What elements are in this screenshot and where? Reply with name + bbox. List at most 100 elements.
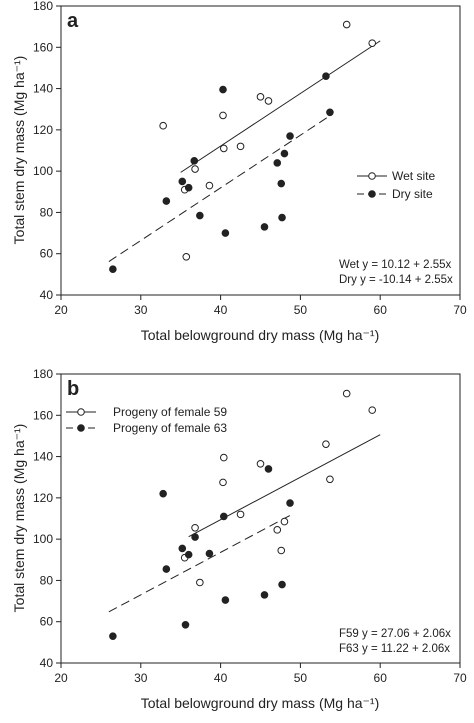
data-point-open — [342, 20, 351, 29]
legend-label-f59: Progeny of female 59 — [113, 405, 227, 419]
data-point-filled — [196, 211, 204, 220]
y-axis-title: Total stem dry mass (Mg ha⁻¹) — [11, 56, 27, 245]
data-point-open — [236, 510, 245, 519]
y-tick-label: 40 — [40, 288, 54, 302]
legend: Wet site Dry site — [357, 169, 435, 201]
data-point-filled — [273, 159, 282, 167]
legend-label-dry: Dry site — [392, 187, 433, 201]
data-point-open — [342, 389, 351, 398]
equation-wet: Wet y = 10.12 + 2.55x — [339, 259, 452, 271]
x-tick-label: 40 — [214, 671, 228, 685]
data-point-filled — [286, 132, 294, 140]
x-tick-label: 30 — [134, 303, 148, 317]
fit-lines — [108, 40, 381, 262]
data-point-filled — [278, 213, 286, 222]
x-tick-label: 60 — [374, 671, 388, 685]
y-tick-label: 180 — [33, 0, 53, 13]
data-point-open — [159, 121, 167, 130]
fit-line-2 — [108, 113, 333, 262]
plot-frame — [60, 5, 461, 296]
data-point-filled — [184, 183, 193, 192]
legend-label-f63: Progeny of female 63 — [113, 421, 227, 435]
y-tick-label: 160 — [33, 408, 53, 422]
x-tick-label: 20 — [54, 671, 68, 685]
data-point-filled — [205, 549, 214, 558]
data-point-open — [368, 39, 377, 47]
data-point-filled — [286, 499, 294, 507]
data-point-open — [326, 475, 334, 484]
x-tick-label: 70 — [453, 303, 467, 317]
data-point-filled — [191, 533, 199, 541]
equation-f59: F59 y = 27.06 + 2.06x — [339, 628, 451, 640]
data-point-open — [182, 253, 191, 261]
data-point-open — [277, 546, 286, 555]
equation-f63: F63 y = 11.22 + 2.06x — [339, 643, 450, 655]
panel-a: 20 30 40 50 60 70 40 60 80 100 120 140 160 180 a Tota… — [11, 0, 467, 343]
legend-marker-wet — [368, 172, 376, 180]
data-point-open — [191, 165, 199, 173]
data-point-filled — [322, 72, 330, 80]
data-point-filled — [159, 489, 167, 498]
data-point-open — [256, 93, 265, 101]
data-point-open — [322, 440, 330, 448]
x-tick-label: 50 — [294, 303, 308, 317]
data-point-filled — [181, 621, 190, 629]
x-axis-title: Total belowground dry mass (Mg ha⁻¹) — [141, 695, 380, 711]
y-tick-label: 60 — [40, 615, 54, 629]
y-tick-label: 120 — [33, 123, 53, 137]
data-point-filled — [278, 580, 286, 589]
x-tick-label: 30 — [134, 671, 148, 685]
data-point-filled — [178, 177, 187, 186]
data-point-filled — [109, 265, 117, 273]
y-tick-label: 40 — [40, 656, 54, 670]
axis-ticks: 20 30 40 50 60 70 40 60 80 100 120 140 160 180 — [33, 0, 467, 317]
data-point-filled — [219, 85, 227, 94]
data-point-open — [196, 578, 204, 587]
y-tick-label: 80 — [40, 573, 54, 587]
fit-line-2 — [108, 513, 293, 613]
data-point-filled — [326, 108, 334, 117]
y-tick-label: 180 — [33, 367, 53, 381]
data-point-filled — [184, 550, 193, 559]
data-point-open — [219, 111, 227, 120]
data-point-filled — [221, 229, 230, 237]
fit-lines — [108, 434, 381, 613]
y-tick-label: 60 — [40, 247, 54, 261]
data-point-open — [205, 181, 214, 190]
axis-ticks: 20 30 40 50 60 70 40 60 80 100 120 140 160 180 — [33, 367, 467, 685]
data-point-open — [256, 459, 265, 468]
legend-marker-f63 — [77, 424, 85, 432]
data-point-open — [219, 453, 228, 462]
x-axis-title: Total belowground dry mass (Mg ha⁻¹) — [141, 327, 380, 343]
y-tick-label: 100 — [33, 164, 53, 178]
panel-label: a — [67, 10, 79, 32]
fit-line-1 — [180, 40, 381, 173]
data-point-open — [280, 517, 289, 526]
y-tick-label: 160 — [33, 40, 53, 54]
data-point-filled — [162, 565, 171, 573]
y-tick-label: 120 — [33, 491, 53, 505]
data-point-filled — [162, 197, 171, 205]
x-tick-label: 70 — [453, 671, 467, 685]
data-point-filled — [264, 465, 273, 473]
legend-marker-f59 — [77, 408, 85, 416]
x-tick-label: 20 — [54, 303, 68, 317]
data-point-open — [273, 526, 282, 534]
x-tick-label: 50 — [294, 671, 308, 685]
data-point-open — [219, 478, 227, 487]
panel-b: 20 30 40 50 60 70 40 60 80 100 120 140 160 180 b Tota… — [11, 367, 467, 711]
data-point-open — [368, 406, 377, 414]
data-points — [109, 20, 377, 273]
legend: Progeny of female 59 Progeny of female 6… — [66, 405, 227, 435]
data-point-filled — [260, 223, 269, 231]
data-point-open — [236, 142, 245, 151]
data-point-open — [191, 523, 199, 532]
legend-marker-dry — [368, 190, 376, 198]
y-axis-title: Total stem dry mass (Mg ha⁻¹) — [11, 424, 27, 613]
fit-line-1 — [188, 434, 381, 538]
data-points — [109, 389, 377, 640]
x-tick-label: 40 — [214, 303, 228, 317]
data-point-filled — [219, 512, 228, 521]
data-point-filled — [221, 596, 230, 604]
